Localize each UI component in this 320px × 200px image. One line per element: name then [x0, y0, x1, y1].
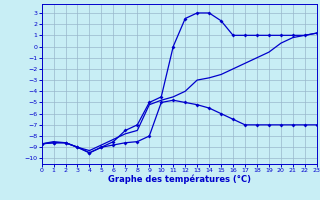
- X-axis label: Graphe des températures (°C): Graphe des températures (°C): [108, 175, 251, 184]
